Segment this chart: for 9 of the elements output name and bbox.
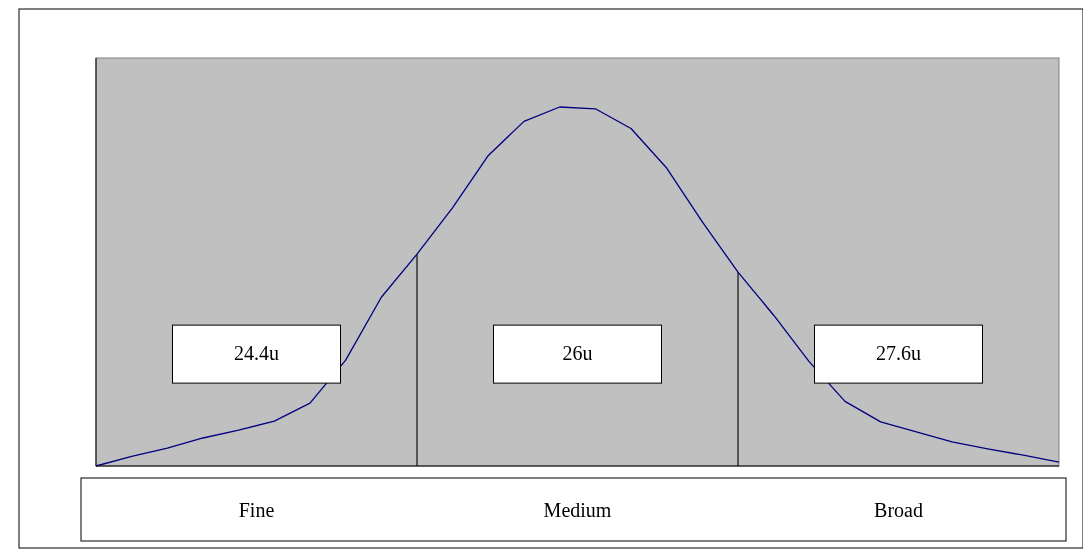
label-box: 27.6u: [814, 324, 983, 384]
annotation: 24.4u: [234, 342, 279, 365]
text: Medium: [543, 498, 612, 521]
annotation: 26u: [562, 342, 593, 365]
label-box: 26u: [493, 324, 662, 384]
text: Broad: [874, 498, 923, 521]
text: Fine: [238, 498, 275, 521]
annotation: 27.6u: [876, 342, 921, 365]
label-box: 24.4u: [172, 324, 341, 384]
